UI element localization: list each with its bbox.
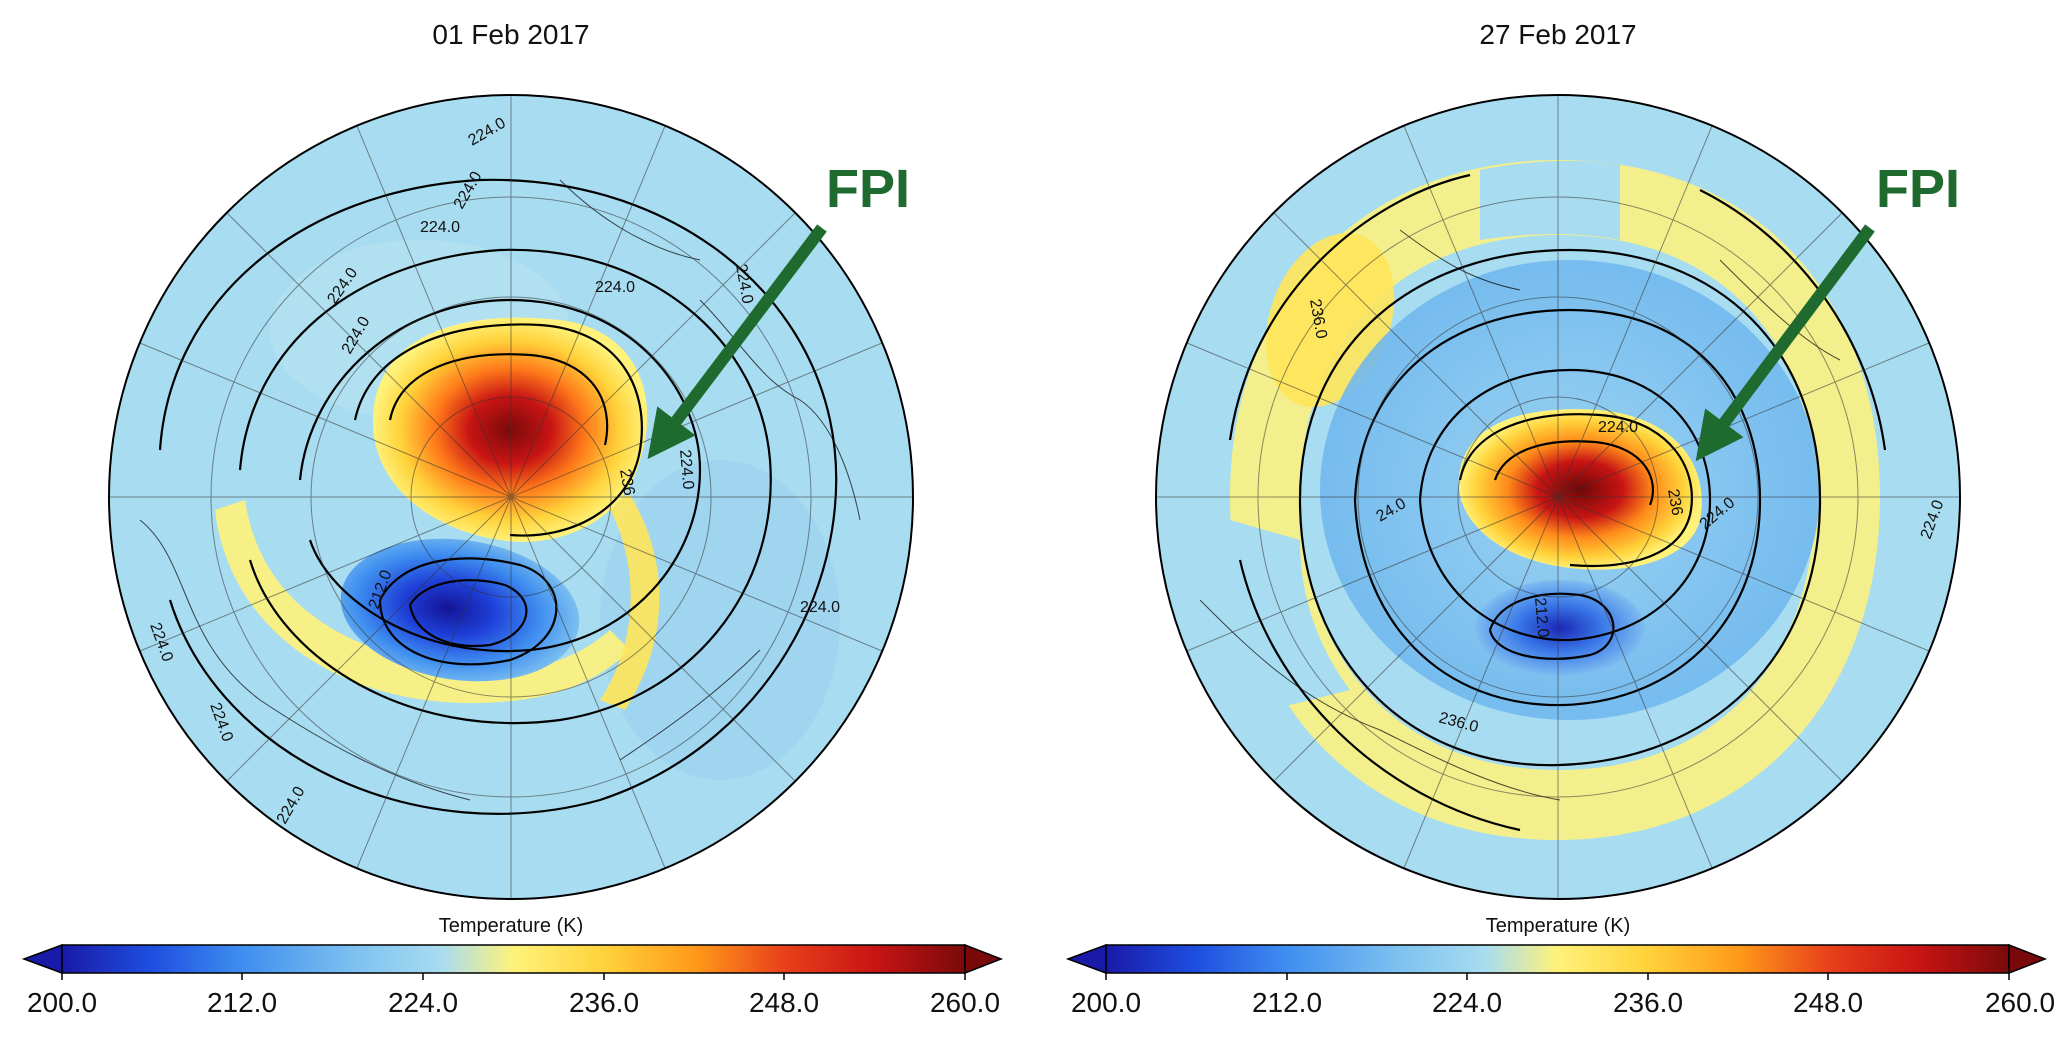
annotation-arrow [647,224,827,460]
colorbar-tick-label: 260.0 [1985,987,2055,1018]
panel-date-title: 27 Feb 2017 [1479,19,1636,50]
colorbar-tick-label: 260.0 [930,987,1000,1018]
polar-map: 236.0 224.0 24.0 236 224.0 224.0 212.0 2… [1156,95,1960,899]
polar-map: 224.0 224.0 224.0 224.0 224.0 224.0 224.… [109,95,913,899]
colorbar-tick-label: 212.0 [207,987,277,1018]
colorbar-gradient [61,944,966,974]
contour-label: 224.0 [800,599,840,616]
contour-label: 212.0 [1531,597,1551,638]
colorbar-tick-label: 200.0 [1071,987,1141,1018]
fpi-annotation: FPI [647,159,910,460]
colorbar-tick-label: 248.0 [749,987,819,1018]
colorbar-min-arrow [1065,943,1107,975]
colorbar: Temperature (K) 200.0 212.0 224.0 236.0 … [1065,915,2055,1018]
colorbar-tick-label: 212.0 [1252,987,1322,1018]
annotation-label: FPI [1876,159,1960,219]
panel-left: 01 Feb 2017 [21,19,1004,1018]
colorbar-title: Temperature (K) [1486,915,1631,937]
annotation-label: FPI [826,159,910,219]
colorbar-tick-label: 236.0 [1613,987,1683,1018]
colorbar-tick-label: 224.0 [388,987,458,1018]
contour-label: 236.0 [1306,298,1330,340]
colorbar: Temperature (K) 200.0 212.0 224.0 236.0 … [21,915,1004,1018]
colorbar-min-arrow [21,943,63,975]
colorbar-max-arrow [964,943,1004,975]
panel-date-title: 01 Feb 2017 [432,19,589,50]
colorbar-tick-label: 224.0 [1432,987,1502,1018]
colorbar-gradient [1105,944,2010,974]
contour-label: 224.0 [420,219,460,236]
contour-label: 224.0 [1598,419,1638,436]
colorbar-title: Temperature (K) [439,915,584,937]
colorbar-max-arrow [2008,943,2048,975]
contour-label: 236 [616,468,637,497]
colorbar-tick-label: 236.0 [569,987,639,1018]
colorbar-tick-label: 200.0 [27,987,97,1018]
contour-label: 224.0 [732,263,756,305]
annotation-arrow [1695,224,1875,462]
panel-right: 27 Feb 2017 [1065,19,2055,1018]
fpi-annotation: FPI [1695,159,1960,462]
contour-label: 236 [1664,488,1685,517]
contour-label: 224.0 [676,449,696,490]
contour-label: 224.0 [595,279,635,296]
colorbar-tick-label: 248.0 [1793,987,1863,1018]
